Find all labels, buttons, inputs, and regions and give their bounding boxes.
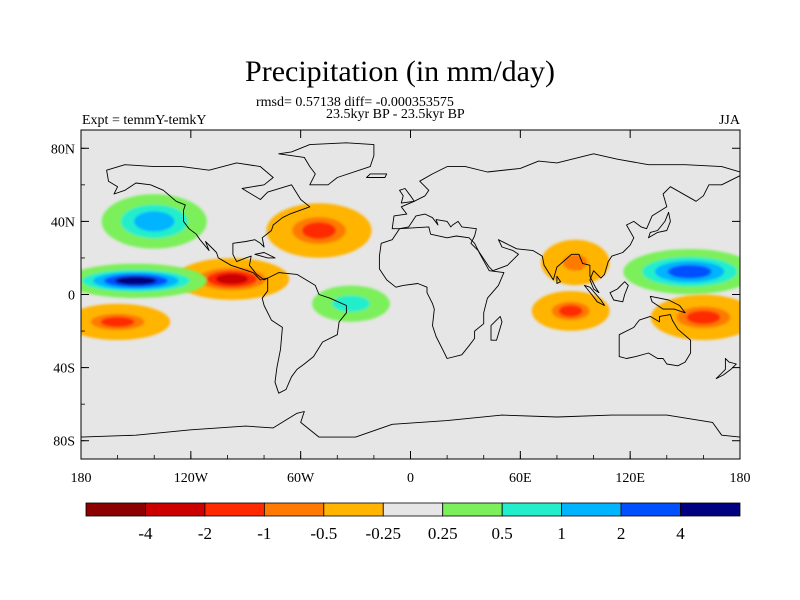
y-tick-label: 0 (68, 289, 75, 304)
contour-level (134, 211, 175, 232)
contour-level (100, 316, 135, 328)
contour-level (558, 305, 583, 317)
colorbar: -4 -2 -1 -0.5 -0.25 0.25 0.5 1 2 4 (85, 502, 741, 543)
colorbar-bin (620, 502, 681, 517)
anomaly-west-pacific-surplus (623, 248, 740, 295)
coastline-cuba (254, 252, 276, 259)
experiment-label: Expt = temmY-temkY (82, 113, 207, 128)
coastline-sri-lanka (556, 275, 562, 284)
anomaly-south-pacific-deficit-band (81, 303, 171, 341)
anomaly-tropical-atlantic-surplus (312, 285, 390, 322)
coastline-greenland (278, 142, 375, 186)
coastline-new-guinea (649, 295, 686, 314)
coastline-japan (648, 211, 671, 239)
x-tick-label: 60E (509, 471, 532, 486)
y-tick-label: 80N (51, 142, 75, 157)
map-background (81, 130, 740, 459)
chart-title: Precipitation (in mm/day) (245, 55, 555, 88)
colorbar-bin (204, 502, 265, 517)
colorbar-bin (680, 502, 741, 517)
y-tick-label: 40N (51, 215, 75, 230)
contour-level (302, 222, 336, 239)
coastline-sumatra (583, 284, 605, 306)
colorbar-label: 0.5 (492, 524, 513, 543)
contour-level (667, 264, 712, 279)
x-tick-label: 180 (71, 471, 92, 486)
colorbar-label: 4 (676, 524, 685, 543)
x-tick-label: 120W (174, 471, 209, 486)
anomaly-east-pacific-itcz-deficit (174, 258, 290, 300)
stats-line: rmsd= 0.57138 diff= -0.000353575 (256, 95, 454, 110)
colorbar-label: -0.5 (310, 524, 337, 543)
contour-level (115, 276, 157, 286)
anomaly-north-pacific-surplus (101, 194, 207, 249)
anomaly-north-atlantic-deficit (266, 203, 372, 258)
colorbar-label: -4 (138, 524, 153, 543)
anomaly-indian-ocean-deficit (531, 290, 610, 331)
x-tick-label: 60W (287, 471, 315, 486)
colorbar-bin (323, 502, 384, 517)
y-tick-label: 40S (53, 362, 75, 377)
coastline-new-zealand (715, 358, 737, 380)
season-label: JJA (718, 113, 740, 128)
contour-level (562, 254, 588, 271)
coastline-north-america (106, 162, 311, 281)
axes: 80N 40N 0 40S 80S 180 120W 60W 0 60E 120E 180 (51, 130, 751, 486)
coastline-south-america (261, 272, 347, 394)
coastlines (81, 142, 740, 438)
colorbar-label: -2 (198, 524, 212, 543)
y-tick-label: 80S (53, 435, 75, 450)
colorbar-bin (263, 502, 325, 517)
contour-level (332, 295, 370, 312)
colorbar-bin (501, 502, 563, 517)
period-label: 23.5kyr BP - 23.5kyr BP (326, 107, 465, 122)
anomaly-central-pacific-itcz-surplus (81, 263, 207, 299)
anomaly-southwest-pacific-deficit (650, 294, 740, 341)
x-tick-label: 120E (615, 471, 645, 486)
coastline-africa (378, 226, 505, 359)
coastline-madagascar (490, 315, 503, 341)
coastline-eurasia (391, 153, 740, 294)
colorbar-bin (442, 502, 503, 517)
colorbar-bin (561, 502, 622, 517)
colorbar-bin (85, 502, 146, 517)
coastline-antarctica (81, 411, 740, 438)
x-tick-label: 0 (407, 471, 414, 486)
contour-level (686, 310, 721, 325)
colorbar-bin (145, 502, 206, 517)
colorbar-label: 0.25 (428, 524, 458, 543)
coastline-australia (618, 314, 692, 367)
x-tick-label: 180 (730, 471, 751, 486)
colorbar-bin (382, 502, 444, 517)
colorbar-label: 1 (557, 524, 566, 543)
anomaly-bay-of-bengal-deficit (540, 239, 610, 286)
coastline-great-britain (399, 188, 415, 204)
coastline-iceland (366, 173, 388, 178)
contour-level (215, 273, 249, 285)
colorbar-label: -1 (257, 524, 271, 543)
colorbar-label: 2 (617, 524, 626, 543)
anomaly-field (81, 194, 740, 341)
coastline-borneo (609, 281, 629, 303)
colorbar-label: -0.25 (366, 524, 401, 543)
